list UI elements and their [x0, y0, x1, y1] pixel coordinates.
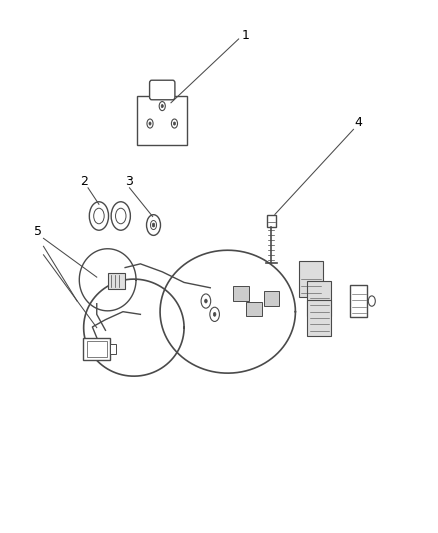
Ellipse shape: [368, 296, 375, 306]
Bar: [110, 344, 116, 354]
Bar: [350, 285, 367, 317]
Bar: [264, 291, 279, 306]
Bar: [83, 337, 110, 360]
Ellipse shape: [213, 312, 216, 316]
Ellipse shape: [152, 223, 155, 227]
Ellipse shape: [210, 307, 219, 321]
Bar: [299, 261, 323, 297]
Bar: [307, 280, 332, 316]
Text: 1: 1: [241, 29, 249, 42]
Ellipse shape: [201, 294, 211, 308]
Ellipse shape: [147, 119, 153, 128]
Ellipse shape: [171, 119, 177, 128]
Ellipse shape: [173, 122, 176, 125]
Bar: [246, 302, 262, 317]
Bar: [233, 286, 249, 301]
Ellipse shape: [89, 202, 109, 230]
Text: 3: 3: [126, 175, 134, 188]
Bar: [267, 215, 276, 227]
Ellipse shape: [159, 102, 165, 111]
Bar: [307, 300, 332, 336]
FancyBboxPatch shape: [150, 80, 175, 100]
Text: 2: 2: [80, 175, 88, 188]
Ellipse shape: [147, 215, 160, 236]
Bar: [108, 273, 125, 289]
Ellipse shape: [161, 104, 163, 108]
Ellipse shape: [205, 299, 207, 303]
Ellipse shape: [150, 221, 156, 230]
Text: 4: 4: [355, 117, 363, 130]
Bar: [87, 341, 107, 357]
Bar: [137, 96, 187, 144]
Ellipse shape: [116, 208, 126, 224]
Ellipse shape: [94, 208, 104, 224]
Text: 5: 5: [34, 225, 42, 238]
Ellipse shape: [111, 202, 131, 230]
Ellipse shape: [149, 122, 151, 125]
